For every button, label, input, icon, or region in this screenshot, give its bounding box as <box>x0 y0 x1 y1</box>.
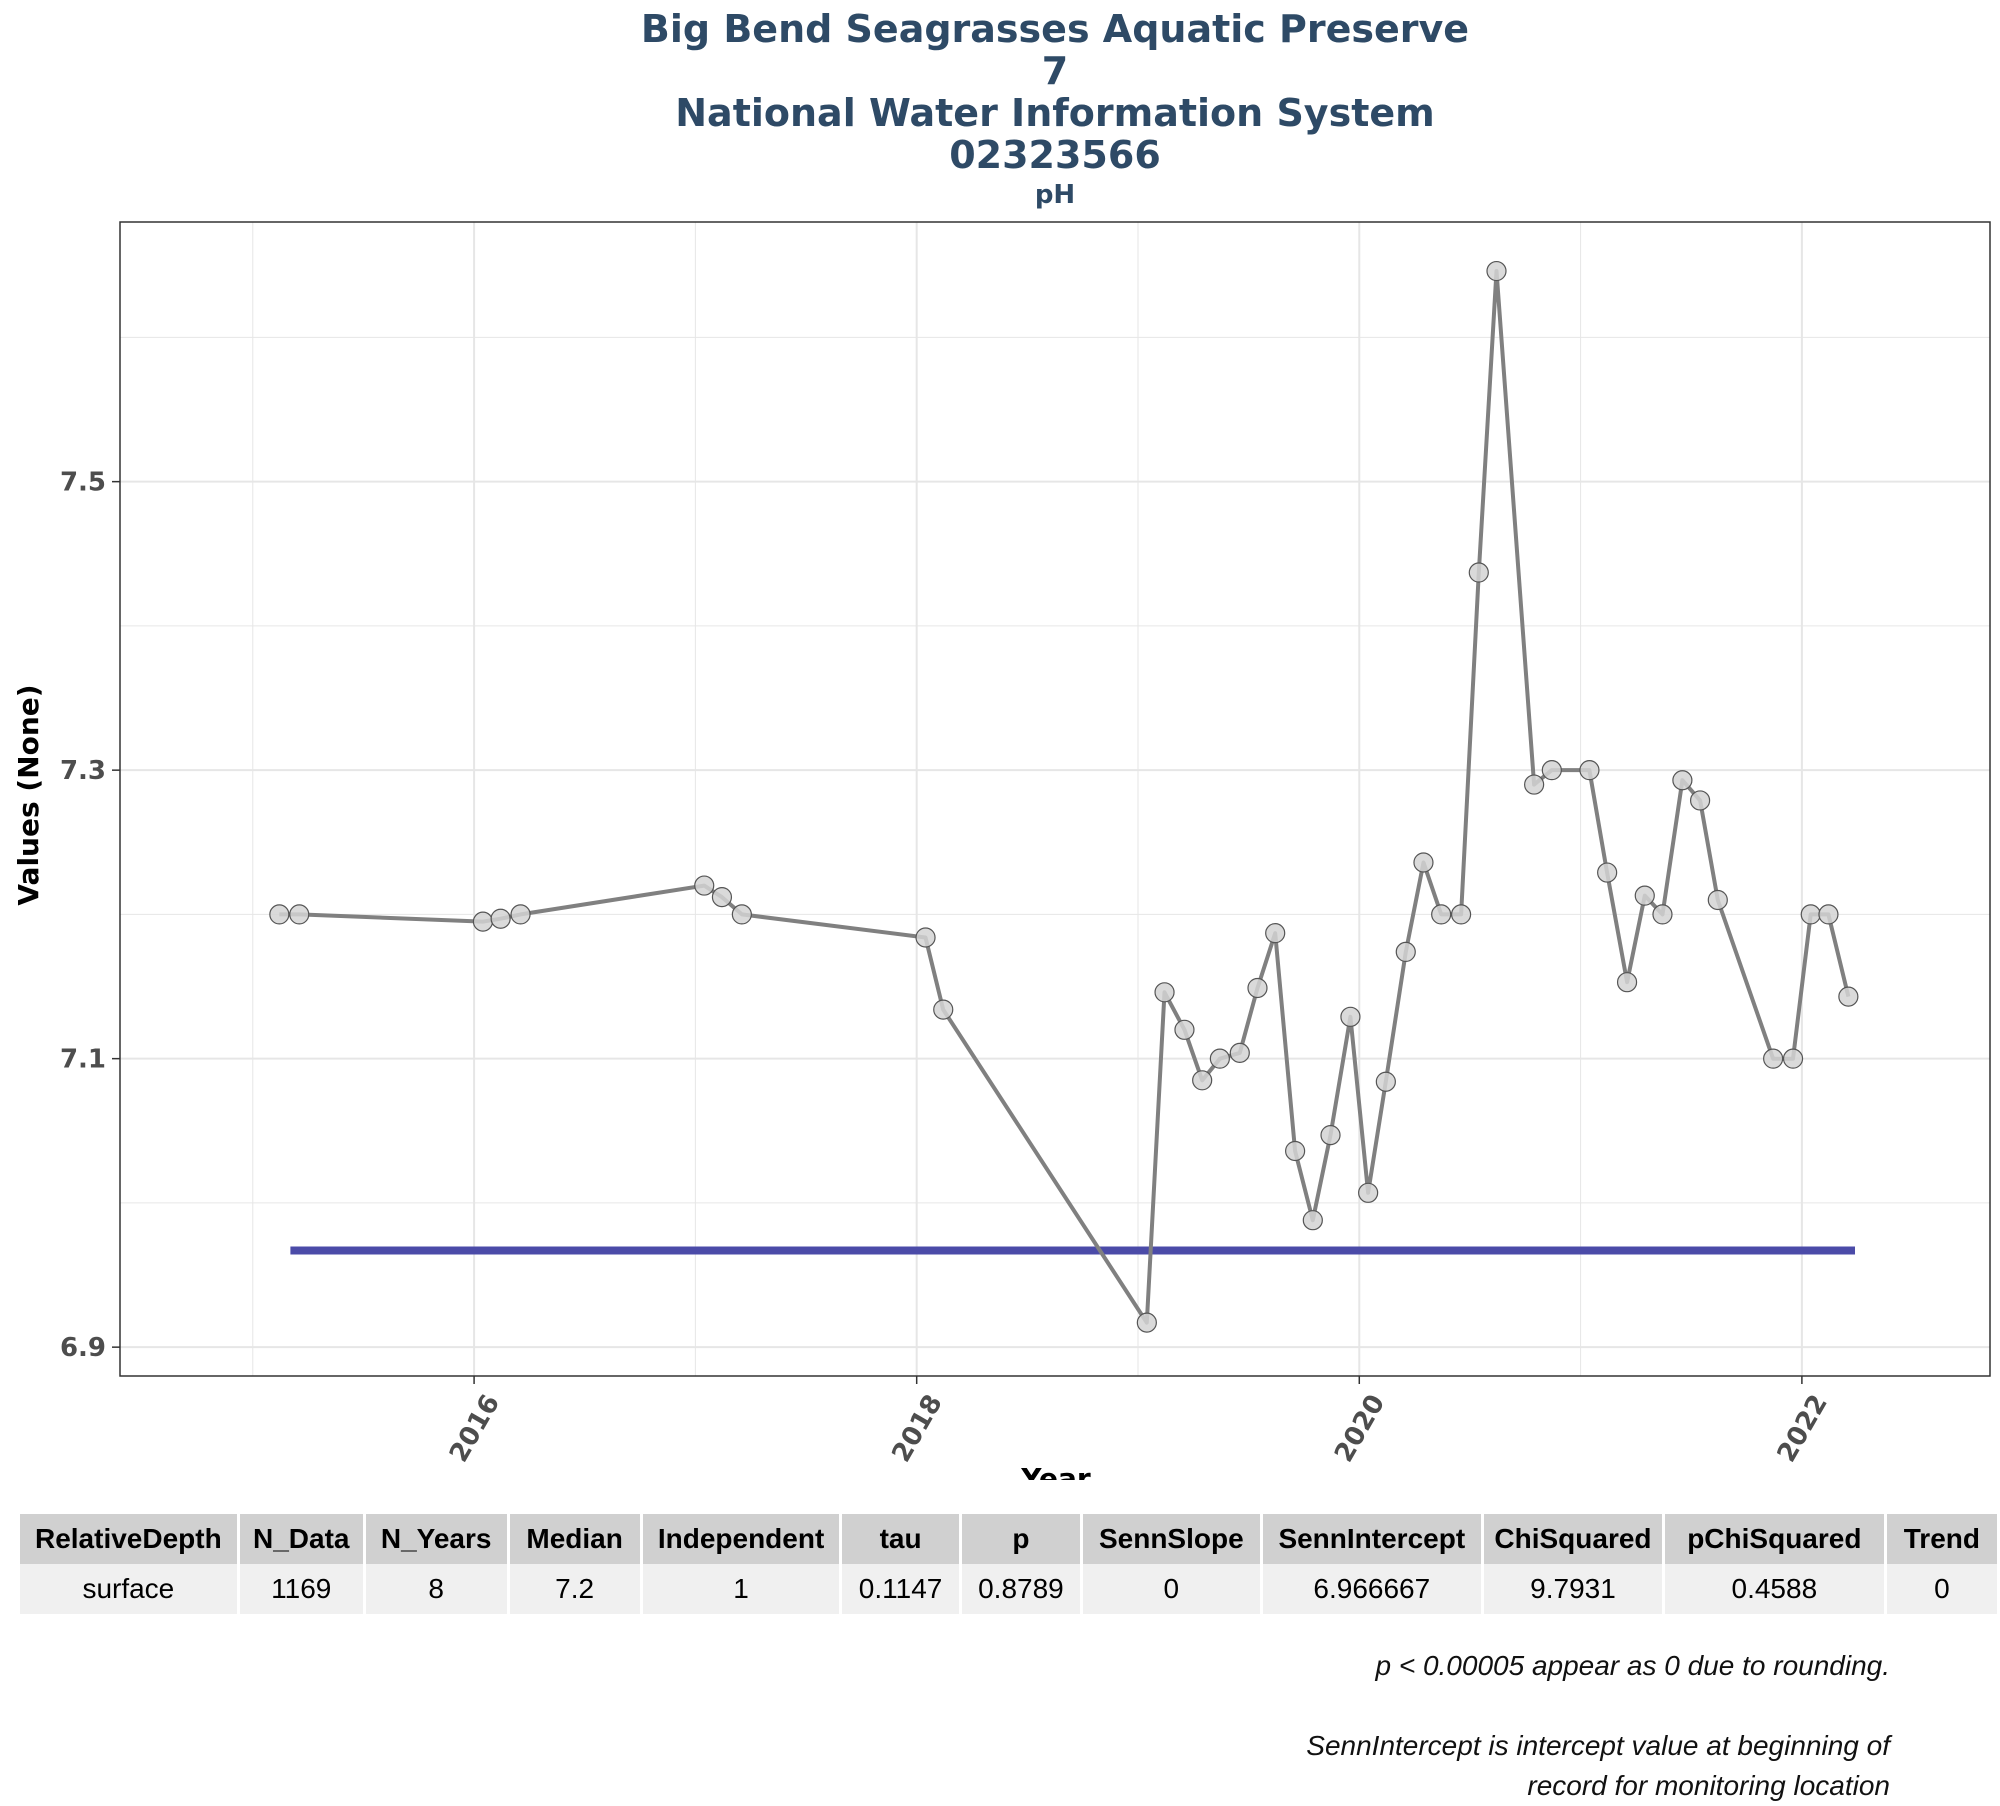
data-point <box>1174 1019 1195 1040</box>
plot-panel-border <box>119 221 1991 1377</box>
data-point <box>1302 1210 1323 1231</box>
data-point <box>1209 1048 1230 1069</box>
data-point <box>1468 562 1489 583</box>
table-header: Trend <box>1885 1514 2000 1564</box>
data-point <box>1265 923 1286 944</box>
table-cell: 0 <box>1885 1564 2000 1614</box>
data-point <box>1413 852 1434 873</box>
data-point <box>1652 904 1673 925</box>
x-tick-label: 2022 <box>1772 1390 1834 1468</box>
table-row: surface 1169 8 7.2 1 0.1147 0.8789 0 6.9… <box>20 1564 2000 1614</box>
data-point <box>1136 1312 1157 1333</box>
table-cell: 0.8789 <box>960 1564 1084 1614</box>
rounding-note: p < 0.00005 appear as 0 due to rounding. <box>1375 1650 1890 1681</box>
x-tick-label: 2016 <box>444 1390 506 1468</box>
series-layer <box>269 260 1859 1333</box>
table-header: RelativeDepth <box>20 1514 240 1564</box>
table-cell: 6.966667 <box>1261 1564 1485 1614</box>
x-tick-label: 2018 <box>887 1390 949 1468</box>
chart-subtitle: pH <box>1034 180 1076 210</box>
intercept-note-line-1: SennIntercept is intercept value at begi… <box>1306 1730 1890 1761</box>
data-point <box>731 904 752 925</box>
data-point <box>1707 889 1728 911</box>
intercept-note-line-2: record for monitoring location <box>1527 1770 1890 1801</box>
data-point <box>1689 790 1711 811</box>
data-point <box>1486 260 1507 282</box>
data-point <box>269 904 290 925</box>
data-point <box>711 886 733 908</box>
table-header: Independent <box>641 1514 843 1564</box>
table-cell: 1 <box>641 1564 843 1614</box>
y-tick-label: 6.9 <box>60 1333 106 1363</box>
table-header: pChiSquared <box>1663 1514 1887 1564</box>
data-point <box>1672 770 1693 791</box>
data-point <box>1800 904 1821 925</box>
data-point <box>1579 760 1600 781</box>
data-point <box>1229 1042 1250 1063</box>
data-point <box>490 908 511 929</box>
data-point <box>1763 1048 1784 1069</box>
data-point <box>1320 1125 1341 1146</box>
table-header-row: RelativeDepth N_Data N_Years Median Inde… <box>20 1514 2000 1564</box>
chart-title-block: Big Bend Seagrasses Aquatic Preserve 7 N… <box>0 8 2000 212</box>
table-cell: 0 <box>1081 1564 1263 1614</box>
data-point <box>472 911 494 932</box>
table-header: ChiSquared <box>1482 1514 1665 1564</box>
series-line <box>279 269 1851 1325</box>
table-header: N_Years <box>364 1514 510 1564</box>
table-cell: 8 <box>364 1564 510 1614</box>
table-cell: 1169 <box>238 1564 366 1614</box>
x-tick-label: 2020 <box>1329 1390 1391 1468</box>
grid-layer <box>120 222 1990 1376</box>
table-header: Median <box>508 1514 643 1564</box>
table-cell: 0.1147 <box>840 1564 962 1614</box>
data-point <box>1154 982 1175 1003</box>
data-point <box>1782 1048 1804 1069</box>
data-point <box>510 904 531 925</box>
data-point <box>1247 977 1268 999</box>
line-chart: 6.9 7.1 7.3 7.5 2016 2018 2020 2022 Year Values… <box>12 221 1991 1480</box>
table-header: SennSlope <box>1081 1514 1263 1564</box>
data-point <box>1285 1140 1306 1162</box>
data-point <box>1450 904 1472 925</box>
data-point <box>289 904 310 925</box>
data-point <box>1616 972 1638 993</box>
data-point <box>933 999 954 1020</box>
chart-title-line-2: 7 <box>1041 49 1069 93</box>
y-tick-label: 7.5 <box>60 468 106 498</box>
data-point <box>1375 1071 1396 1092</box>
stats-table: RelativeDepth N_Data N_Years Median Inde… <box>20 1514 2000 1614</box>
y-tick-label: 7.3 <box>60 756 106 786</box>
data-point <box>1340 1006 1361 1027</box>
data-point <box>1358 1182 1379 1203</box>
y-axis-label: Values (None) <box>12 684 45 905</box>
chart-title-line-3: National Water Information System <box>675 91 1435 135</box>
y-tick-label: 7.1 <box>60 1045 106 1075</box>
table-cell: 9.7931 <box>1482 1564 1665 1614</box>
data-point <box>1541 760 1562 781</box>
table-header: p <box>960 1514 1084 1564</box>
x-axis-label: Year <box>1020 1462 1091 1480</box>
table-cell: 7.2 <box>508 1564 643 1614</box>
data-point <box>1818 904 1839 925</box>
chart-title-line-4: 02323566 <box>949 133 1161 177</box>
table-cell: surface <box>20 1564 240 1614</box>
chart-title-line-1: Big Bend Seagrasses Aquatic Preserve <box>640 7 1470 51</box>
axis-layer: 6.9 7.1 7.3 7.5 2016 2018 2020 2022 <box>60 221 1991 1468</box>
data-point <box>1838 986 1859 1007</box>
data-point <box>1192 1070 1213 1091</box>
data-point <box>1524 774 1545 795</box>
data-point <box>1634 885 1655 906</box>
table-header: N_Data <box>238 1514 366 1564</box>
data-point <box>915 927 936 948</box>
table-header: SennIntercept <box>1261 1514 1485 1564</box>
data-point <box>1597 862 1618 883</box>
table-cell: 0.4588 <box>1663 1564 1887 1614</box>
data-point <box>694 875 715 896</box>
data-point <box>1431 904 1452 925</box>
data-point <box>1395 941 1416 963</box>
table-header: tau <box>840 1514 962 1564</box>
